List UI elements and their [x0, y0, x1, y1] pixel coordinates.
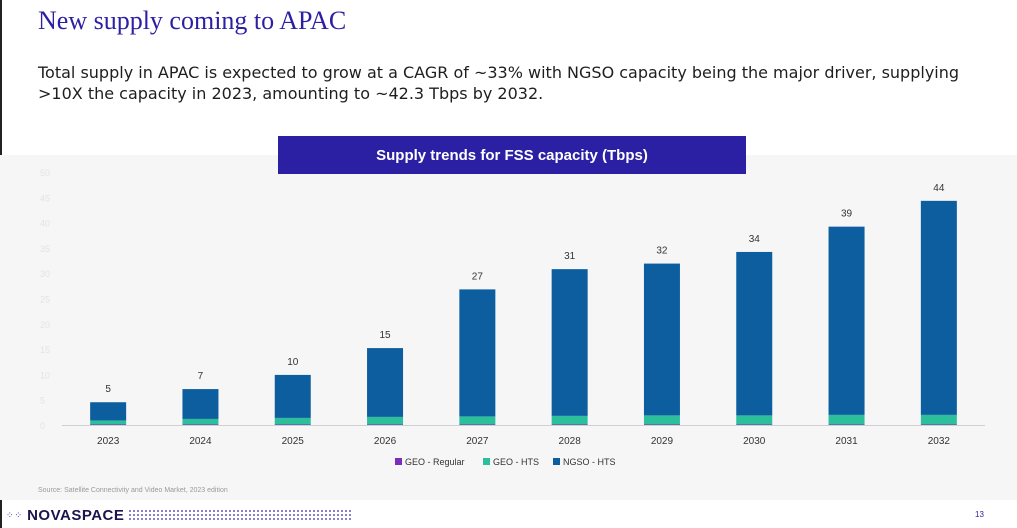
bar-segment-geo-regular-2031 — [828, 424, 865, 425]
y-tick-label: 50 — [40, 168, 50, 178]
y-tick-label: 15 — [40, 345, 50, 355]
x-tick-label-2029: 2029 — [651, 436, 674, 447]
bar-segment-ngso-hts-2032 — [920, 200, 957, 415]
page-number: 13 — [975, 510, 984, 519]
bar-segment-geo-regular-2025 — [274, 424, 311, 425]
data-label-total-2028: 31 — [564, 251, 576, 262]
bar-segment-geo-hts-2026 — [367, 416, 404, 425]
bar-segment-geo-hts-2027 — [459, 416, 496, 425]
legend-label-geo-regular: GEO - Regular — [405, 457, 465, 467]
x-tick-label-2027: 2027 — [466, 436, 489, 447]
x-tick-label-2025: 2025 — [282, 436, 305, 447]
data-label-total-2030: 34 — [749, 234, 761, 245]
source-note: Source: Satellite Connectivity and Video… — [38, 487, 228, 494]
bar-segment-ngso-hts-2029 — [643, 263, 680, 416]
y-tick-label: 30 — [40, 269, 50, 279]
y-tick-label: 5 — [40, 396, 45, 406]
y-tick-label: 0 — [40, 421, 45, 431]
y-tick-label: 40 — [40, 219, 50, 229]
data-label-total-2023: 5 — [105, 384, 111, 395]
bar-segment-geo-hts-2030 — [736, 415, 773, 425]
bar-segment-geo-regular-2023 — [90, 424, 127, 425]
data-label-total-2024: 7 — [198, 371, 204, 382]
legend-swatch-ngso-hts — [553, 458, 560, 465]
legend-swatch-geo-hts — [483, 458, 490, 465]
chart-title: Supply trends for FSS capacity (Tbps) — [278, 136, 746, 174]
x-tick-label-2026: 2026 — [374, 436, 397, 447]
bar-segment-geo-hts-2032 — [920, 414, 957, 425]
bar-segment-ngso-hts-2025 — [274, 374, 311, 418]
logo-dot-trail-icon — [128, 509, 354, 521]
y-tick-label: 20 — [40, 320, 50, 330]
novaspace-logo: ⁘⁘ NOVASPACE — [6, 506, 354, 524]
legend-swatch-geo-regular — [395, 458, 402, 465]
data-label-total-2025: 10 — [287, 357, 299, 368]
logo-dots-icon: ⁘⁘ — [6, 509, 24, 520]
bar-segment-geo-hts-2025 — [274, 417, 311, 425]
bar-segment-ngso-hts-2024 — [182, 389, 219, 419]
bar-segment-ngso-hts-2023 — [90, 402, 127, 421]
logo-text: NOVASPACE — [27, 506, 125, 524]
data-label-total-2031: 39 — [841, 209, 853, 220]
bar-segment-ngso-hts-2030 — [736, 251, 773, 416]
legend-label-geo-hts: GEO - HTS — [493, 457, 539, 467]
bar-segment-geo-hts-2031 — [828, 414, 865, 425]
bar-segment-geo-regular-2024 — [182, 424, 219, 425]
bar-segment-geo-regular-2028 — [551, 424, 588, 425]
bar-segment-geo-regular-2026 — [367, 424, 404, 425]
data-label-total-2029: 32 — [656, 246, 668, 257]
data-label-total-2027: 27 — [472, 271, 484, 282]
legend-label-ngso-hts: NGSO - HTS — [563, 457, 616, 467]
y-tick-label: 35 — [40, 244, 50, 254]
x-tick-label-2032: 2032 — [928, 436, 951, 447]
x-tick-label-2023: 2023 — [97, 436, 120, 447]
x-tick-label-2031: 2031 — [835, 436, 858, 447]
bar-segment-geo-regular-2029 — [643, 424, 680, 425]
data-label-total-2026: 15 — [379, 330, 391, 341]
bar-segment-ngso-hts-2026 — [367, 348, 404, 417]
y-tick-label: 10 — [40, 370, 50, 380]
y-tick-label: 25 — [40, 295, 50, 305]
slide-subtitle: Total supply in APAC is expected to grow… — [38, 63, 960, 103]
data-label-total-2032: 44 — [933, 183, 945, 194]
x-tick-label-2030: 2030 — [743, 436, 766, 447]
y-tick-label: 45 — [40, 193, 50, 203]
x-tick-label-2024: 2024 — [189, 436, 212, 447]
bar-segment-geo-regular-2027 — [459, 424, 496, 425]
bar-segment-ngso-hts-2031 — [828, 226, 865, 415]
bar-segment-geo-hts-2024 — [182, 418, 219, 425]
bar-segment-ngso-hts-2027 — [459, 289, 496, 417]
stacked-bar-chart: 0510152025303540455052023720241020251520… — [40, 168, 985, 467]
bar-segment-geo-regular-2032 — [920, 424, 957, 425]
slide-title: New supply coming to APAC — [38, 6, 347, 35]
x-tick-label-2028: 2028 — [559, 436, 582, 447]
bar-segment-geo-regular-2030 — [736, 424, 773, 425]
bar-segment-geo-hts-2029 — [643, 415, 680, 425]
bar-segment-ngso-hts-2028 — [551, 269, 588, 416]
bar-segment-geo-hts-2023 — [90, 420, 127, 425]
bar-segment-geo-hts-2028 — [551, 415, 588, 425]
